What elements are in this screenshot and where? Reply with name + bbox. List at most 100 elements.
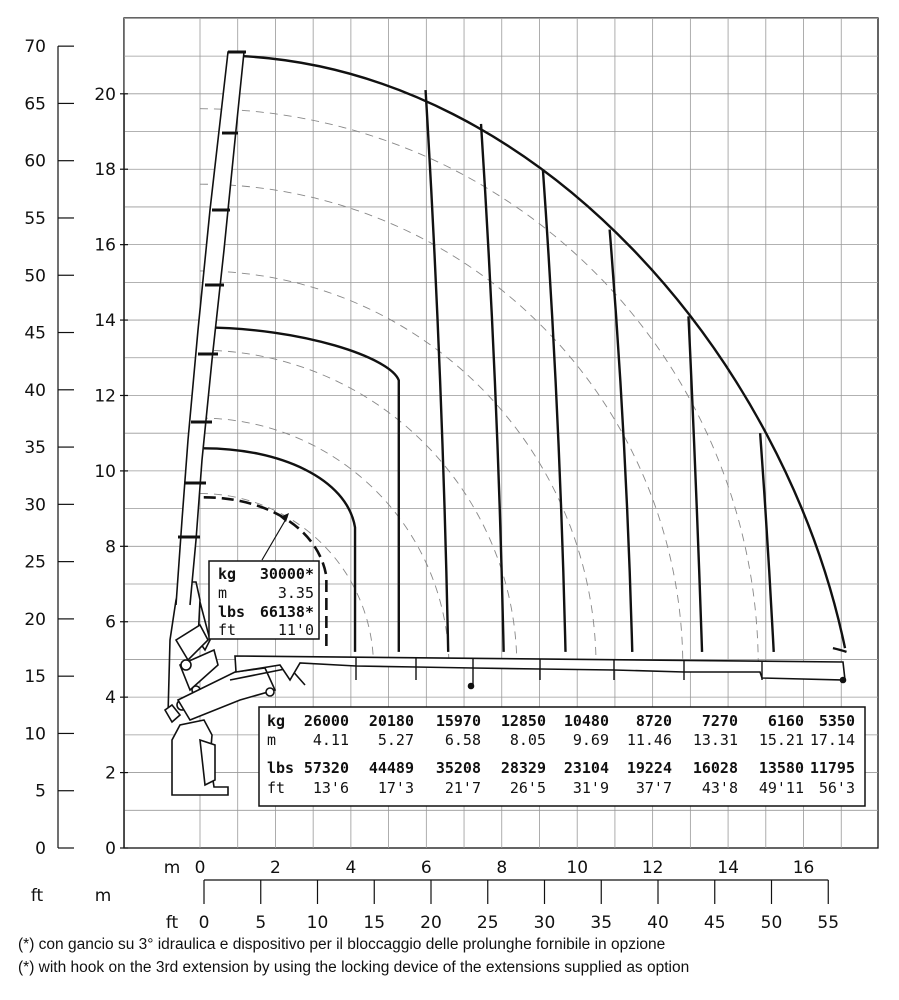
left-m-tick-label: 0 — [105, 839, 116, 859]
left-ft-tick-label: 5 — [35, 782, 46, 802]
bottom-ft-tick-label: 20 — [420, 913, 442, 933]
load-curve-8720 — [608, 229, 634, 652]
max-kg-value: 30000* — [260, 565, 314, 583]
bottom-m-tick-label: 14 — [717, 858, 739, 878]
left-m-tick-label: 2 — [105, 764, 116, 784]
left-m-tick-label: 8 — [105, 537, 116, 557]
left-m-tick-label: 16 — [94, 236, 116, 256]
bottom-ft-tick-label: 15 — [363, 913, 385, 933]
max-ft-label: ft — [218, 621, 236, 639]
table-ft-value: 17'3 — [378, 779, 414, 797]
left-m-tick-label: 18 — [94, 160, 116, 180]
table-kg-value: 8720 — [636, 712, 672, 730]
left-ft-tick-label: 40 — [24, 381, 46, 401]
left-ft-tick-label: 60 — [24, 152, 46, 172]
boom-section-marks — [178, 50, 246, 539]
max-ft-value: 11'0 — [278, 621, 314, 639]
bottom-ft-tick-label: 30 — [534, 913, 556, 933]
table-ft-label: ft — [267, 779, 285, 797]
table-lbs-value: 19224 — [627, 759, 672, 777]
footnote-english: (*) with hook on the 3rd extension by us… — [18, 959, 690, 976]
load-table: kg m lbs ft 26000 20180 15970 12850 10480 872… — [258, 706, 866, 807]
table-m-value: 11.46 — [627, 731, 672, 749]
left-ft-tick-label: 20 — [24, 610, 46, 630]
table-ft-value: 56'3 — [819, 779, 855, 797]
left-m-tick-label: 20 — [94, 85, 116, 105]
table-lbs-value: 23104 — [564, 759, 609, 777]
left-ft-tick-label: 45 — [24, 324, 46, 344]
horizontal-boom-joints — [355, 658, 763, 686]
max-m-value: 3.35 — [278, 584, 314, 602]
bottom-m-tick-label: 6 — [421, 858, 432, 878]
load-curves — [203, 54, 847, 654]
load-curve-30000 — [203, 495, 328, 652]
bottom-m-tick-label: 16 — [793, 858, 815, 878]
max-lbs-value: 66138* — [260, 603, 314, 621]
left-m-tick-label: 10 — [94, 462, 116, 482]
left-ft-tick-label: 30 — [24, 495, 46, 515]
bottom-m-tick-label: 12 — [642, 858, 664, 878]
table-kg-value: 26000 — [304, 712, 349, 730]
bottom-m-tick-label: 4 — [345, 858, 356, 878]
left-ft-tick-label: 0 — [35, 839, 46, 859]
table-lbs-value: 13580 — [759, 759, 804, 777]
bottom-m-tick-label: 0 — [195, 858, 206, 878]
left-m-tick-label: 12 — [94, 386, 116, 406]
left-m-tick-label: 4 — [105, 688, 116, 708]
bottom-ft-tick-label: 35 — [590, 913, 612, 933]
load-curve-5350 — [832, 646, 847, 654]
bottom-ft-tick-label: 55 — [817, 913, 839, 933]
radius-arc — [199, 108, 759, 667]
bottom-ft-tick-label: 50 — [761, 913, 783, 933]
table-m-value: 4.11 — [313, 731, 349, 749]
table-kg-value: 6160 — [768, 712, 804, 730]
table-m-value: 5.27 — [378, 731, 414, 749]
table-lbs-value: 44489 — [369, 759, 414, 777]
table-m-value: 13.31 — [693, 731, 738, 749]
left-ft-tick-label: 70 — [24, 37, 46, 57]
crane-column — [167, 581, 211, 716]
bottom-ft-tick-label: 45 — [704, 913, 726, 933]
left-ft-tick-label: 35 — [24, 438, 46, 458]
left-ft-tick-label: 65 — [24, 94, 46, 114]
left-m-unit: m — [95, 886, 112, 906]
load-curve-20180 — [203, 326, 400, 652]
table-m-value: 17.14 — [810, 731, 855, 749]
left-m-tick-label: 6 — [105, 613, 116, 633]
table-ft-value: 13'6 — [313, 779, 349, 797]
table-kg-value: 20180 — [369, 712, 414, 730]
crane-cylinder-a — [174, 623, 209, 662]
radius-arc — [199, 270, 597, 667]
table-m-value: 6.58 — [445, 731, 481, 749]
table-kg-value: 5350 — [819, 712, 855, 730]
table-lbs-value: 28329 — [501, 759, 546, 777]
table-ft-value: 31'9 — [573, 779, 609, 797]
table-ft-value: 49'11 — [759, 779, 804, 797]
left-ft-tick-label: 10 — [24, 724, 46, 744]
bottom-m-tick-label: 10 — [566, 858, 588, 878]
left-axes: 0 5 10 15 20 25 30 35 40 45 50 55 60 65 70 0 2 4 6 8 10 12 14 1… — [24, 37, 128, 859]
table-lbs-value: 35208 — [436, 759, 481, 777]
table-kg-value: 7270 — [702, 712, 738, 730]
crane-cylinder-b — [178, 648, 219, 692]
max-kg-label: kg — [218, 565, 236, 583]
bottom-m-unit: m — [164, 858, 181, 878]
table-m-label: m — [267, 731, 276, 749]
radius-arcs — [199, 108, 759, 667]
load-curve-7270 — [687, 316, 704, 652]
bottom-ft-tick-label: 10 — [307, 913, 329, 933]
table-kg-label: kg — [267, 712, 285, 730]
table-kg-value: 15970 — [436, 712, 481, 730]
bottom-ft-tick-label: 40 — [647, 913, 669, 933]
table-ft-value: 43'8 — [702, 779, 738, 797]
crane-arm-lower — [176, 667, 277, 721]
radius-arc — [199, 417, 450, 667]
max-lbs-label: lbs — [218, 603, 245, 621]
crane-illustration — [163, 50, 847, 796]
load-curve-12850 — [479, 123, 505, 652]
left-ft-tick-label: 25 — [24, 553, 46, 573]
crane-base — [171, 719, 229, 796]
left-ft-tick-label: 50 — [24, 266, 46, 286]
max-load-callout: kg 30000* m 3.35 lbs 66138* ft 11'0 — [208, 513, 320, 640]
